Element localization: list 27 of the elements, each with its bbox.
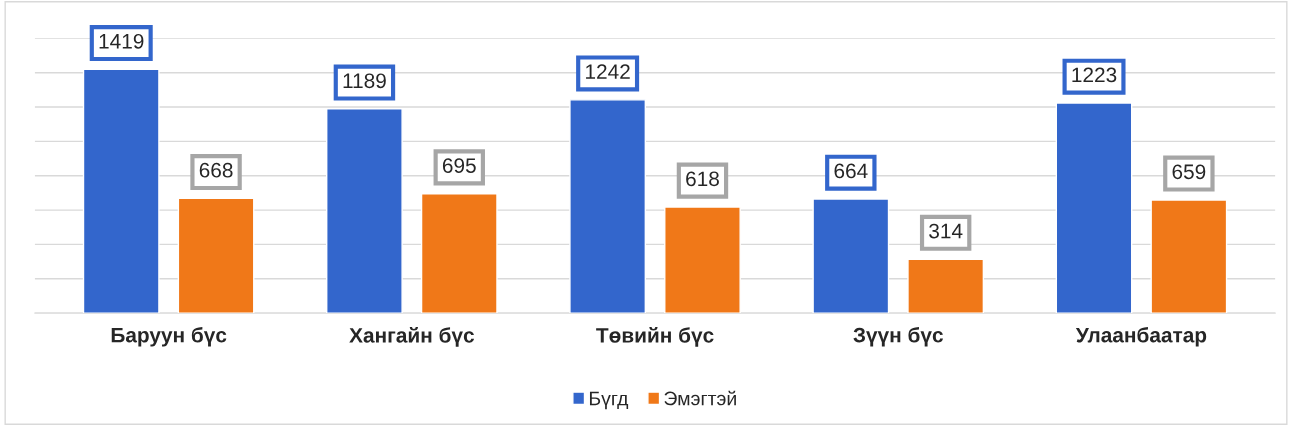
- data-label: 659: [1172, 164, 1206, 180]
- x-tick-label: Хангайн бүс: [349, 327, 475, 347]
- bar: [326, 108, 403, 314]
- data-label: 668: [199, 162, 233, 178]
- data-label: 1223: [1072, 67, 1117, 83]
- bar: [1150, 199, 1228, 314]
- data-label: 695: [442, 158, 476, 173]
- bar: [82, 68, 160, 314]
- x-tick-label: Төвийн бүс: [596, 327, 714, 347]
- data-label: 664: [834, 163, 868, 179]
- data-label: 1242: [586, 64, 630, 79]
- bar: [664, 206, 741, 314]
- bar: [812, 198, 890, 314]
- data-label: 618: [686, 171, 719, 187]
- bar: [420, 193, 498, 314]
- legend-label: Бүгд: [589, 391, 629, 410]
- legend-label: Эмэгтэй: [664, 390, 736, 406]
- x-tick-label: Зүүн бүс: [853, 327, 943, 347]
- data-label: 314: [929, 223, 963, 239]
- data-label: 1189: [343, 73, 386, 89]
- bar: [1055, 102, 1133, 314]
- bar: [177, 197, 255, 314]
- bar: [569, 99, 647, 314]
- data-label: 1419: [99, 33, 144, 49]
- x-tick-label: Баруун бүс: [111, 327, 227, 347]
- x-tick-label: Улаанбаатар: [1075, 327, 1207, 347]
- bar: [907, 258, 985, 314]
